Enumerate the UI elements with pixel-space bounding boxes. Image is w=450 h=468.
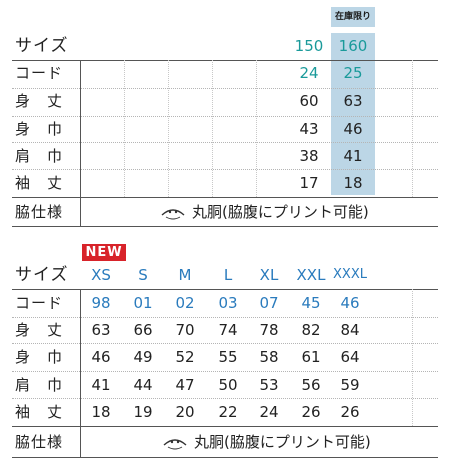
bottom-row-label-sleeve: 袖 丈 [15, 403, 64, 421]
sleeve-xl: 24 [259, 403, 279, 421]
length-s: 66 [133, 321, 153, 339]
bottom-row-label-length: 身 丈 [15, 321, 64, 339]
width-xxl: 61 [301, 348, 321, 366]
shoulder-m: 47 [175, 376, 195, 394]
top-row-label-code: コード [15, 64, 64, 82]
width-xxxl: 64 [340, 348, 360, 366]
bottom-size-label: サイズ [15, 265, 69, 285]
length-xxxl: 84 [340, 321, 360, 339]
sleeve-xs: 18 [91, 403, 111, 421]
length-l: 74 [218, 321, 238, 339]
top-row-label-length: 身 丈 [15, 92, 64, 110]
code-xl: 07 [259, 294, 279, 312]
sleeve-xxxl: 26 [340, 403, 360, 421]
shoulder-xl: 53 [259, 376, 279, 394]
top-code-150: 24 [299, 64, 319, 82]
top-sleeve-160: 18 [343, 174, 363, 192]
top-spec-value: 丸胴(脇腹にプリント可能) [158, 202, 369, 222]
sleeve-xxl: 26 [301, 403, 321, 421]
round-body-icon [163, 439, 187, 450]
bottom-row-label-code: コード [15, 294, 64, 312]
top-row-label-sleeve: 袖 丈 [15, 174, 64, 192]
top-size-150: 150 [294, 37, 324, 55]
size-s: S [138, 266, 148, 284]
size-xxl: XXL [296, 266, 326, 284]
bottom-spec-label: 脇仕様 [15, 433, 64, 451]
width-m: 52 [175, 348, 195, 366]
top-size-160: 160 [338, 37, 368, 55]
size-l: L [223, 266, 233, 284]
size-xxxl: XXXL [333, 267, 367, 282]
top-code-160: 25 [343, 64, 363, 82]
shoulder-s: 44 [133, 376, 153, 394]
bottom-row-label-width: 身 巾 [15, 348, 64, 366]
stock-limited-badge: 在庫限り [331, 7, 375, 27]
shoulder-xxl: 56 [301, 376, 321, 394]
sleeve-s: 19 [133, 403, 153, 421]
shoulder-xs: 41 [91, 376, 111, 394]
top-spec-label: 脇仕様 [15, 203, 64, 221]
width-xl: 58 [259, 348, 279, 366]
top-shoulder-150: 38 [299, 147, 319, 165]
top-row-label-width: 身 巾 [15, 120, 64, 138]
top-length-160: 63 [343, 92, 363, 110]
code-xxl: 45 [301, 294, 321, 312]
round-body-icon [161, 209, 185, 220]
width-s: 49 [133, 348, 153, 366]
top-size-label: サイズ [15, 36, 69, 56]
top-sleeve-150: 17 [299, 174, 319, 192]
bottom-row-label-shoulder: 肩 巾 [15, 376, 64, 394]
code-xxxl: 46 [340, 294, 360, 312]
top-width-150: 43 [299, 120, 319, 138]
code-s: 01 [133, 294, 153, 312]
top-length-150: 60 [299, 92, 319, 110]
sleeve-l: 22 [218, 403, 238, 421]
length-xs: 63 [91, 321, 111, 339]
code-xs: 98 [91, 294, 111, 312]
highlight-column-160 [331, 33, 375, 195]
top-row-label-shoulder: 肩 巾 [15, 147, 64, 165]
size-xl: XL [259, 266, 279, 284]
new-badge: NEW [82, 244, 126, 261]
bottom-spec-value: 丸胴(脇腹にプリント可能) [160, 432, 371, 452]
size-xs: XS [91, 266, 111, 284]
sleeve-m: 20 [175, 403, 195, 421]
top-width-160: 46 [343, 120, 363, 138]
width-l: 55 [218, 348, 238, 366]
size-m: M [178, 266, 192, 284]
code-l: 03 [218, 294, 238, 312]
top-shoulder-160: 41 [343, 147, 363, 165]
code-m: 02 [175, 294, 195, 312]
shoulder-l: 50 [218, 376, 238, 394]
top-header-line [12, 60, 438, 61]
length-xxl: 82 [301, 321, 321, 339]
length-m: 70 [175, 321, 195, 339]
shoulder-xxxl: 59 [340, 376, 360, 394]
length-xl: 78 [259, 321, 279, 339]
width-xs: 46 [91, 348, 111, 366]
